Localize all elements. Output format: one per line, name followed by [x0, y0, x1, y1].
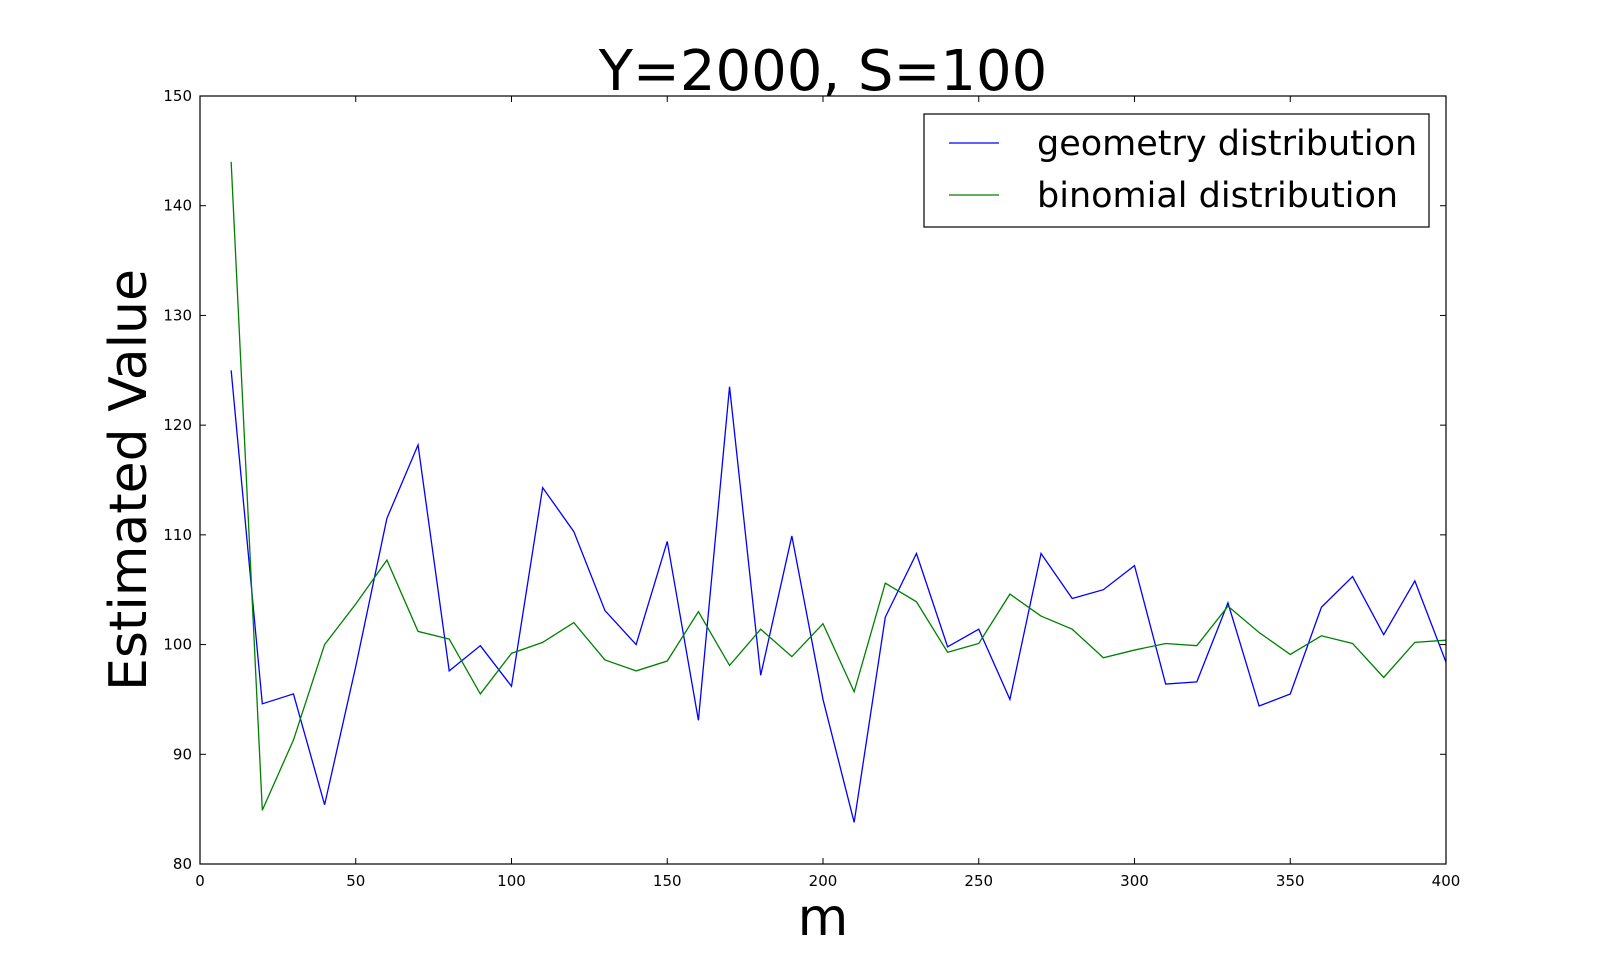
x-tick-label: 250: [964, 872, 993, 890]
x-axis-label: m: [798, 888, 849, 948]
y-tick-label: 120: [163, 416, 192, 434]
x-tick-label: 100: [497, 872, 526, 890]
x-tick-label: 50: [346, 872, 365, 890]
series-line-geometry-distribution: [230, 370, 1446, 823]
legend-label-geometry-distribution: geometry distribution: [1037, 124, 1417, 164]
x-tick-label: 150: [653, 872, 682, 890]
x-tick-label: 400: [1432, 872, 1461, 890]
y-tick-label: 100: [163, 636, 192, 654]
chart-title: Y=2000, S=100: [598, 39, 1048, 104]
legend: geometry distribution binomial distributi…: [923, 113, 1430, 228]
x-tick-label: 350: [1276, 872, 1305, 890]
y-tick-label: 130: [163, 306, 192, 324]
y-tick-label: 140: [163, 197, 192, 215]
legend-label-binomial-distribution: binomial distribution: [1037, 176, 1398, 216]
x-tick-label: 0: [195, 872, 205, 890]
x-tick-label: 300: [1120, 872, 1149, 890]
y-tick-label: 80: [173, 855, 192, 873]
series-line-binomial-distribution: [230, 161, 1446, 811]
series-layer: [230, 161, 1446, 823]
ticks-layer: 0 50 100 150 200 250 300 350 400 80 90 100 110 120 130…: [163, 87, 1460, 890]
y-tick-label: 90: [173, 745, 192, 763]
legend-box: [923, 113, 1430, 228]
x-tick-label: 200: [809, 872, 838, 890]
y-axis-label: Estimated Value: [99, 269, 159, 691]
y-tick-label: 150: [163, 87, 192, 105]
y-tick-label: 110: [163, 526, 192, 544]
